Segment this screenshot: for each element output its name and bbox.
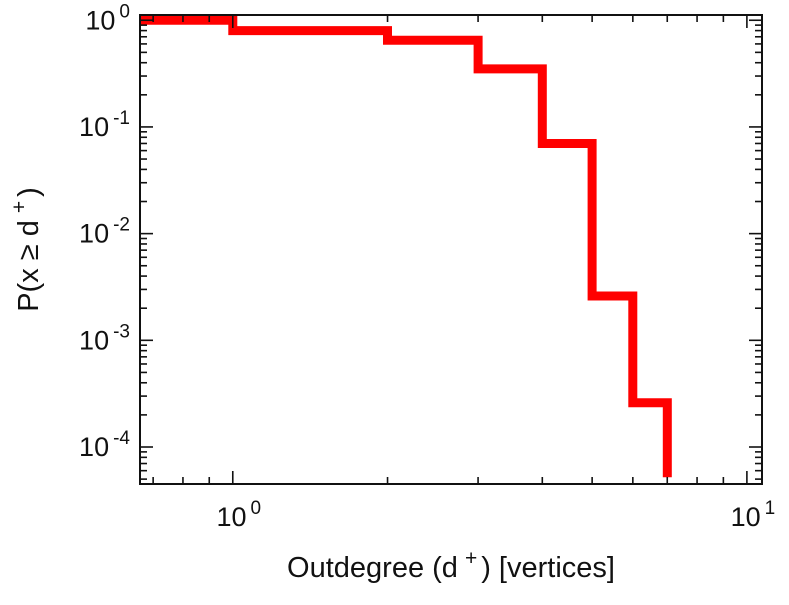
y-tick-label: 10 -4 bbox=[79, 428, 130, 462]
x-tick-label: 10 1 bbox=[731, 498, 776, 532]
y-tick-label: 10 -2 bbox=[79, 215, 130, 249]
axis-ticks bbox=[140, 15, 762, 484]
ccdf-step-curve bbox=[140, 15, 672, 478]
y-tick-label: 10 -1 bbox=[79, 108, 130, 142]
plot-frame bbox=[139, 14, 763, 485]
y-tick-label: 10 0 bbox=[85, 1, 130, 35]
y-tick-label: 10 -3 bbox=[79, 321, 130, 355]
x-axis-label: Outdegree (d +) [vertices] bbox=[287, 547, 615, 584]
x-tick-label: 10 0 bbox=[216, 498, 261, 532]
y-axis-label: P(x ≥ d+) bbox=[8, 187, 45, 312]
